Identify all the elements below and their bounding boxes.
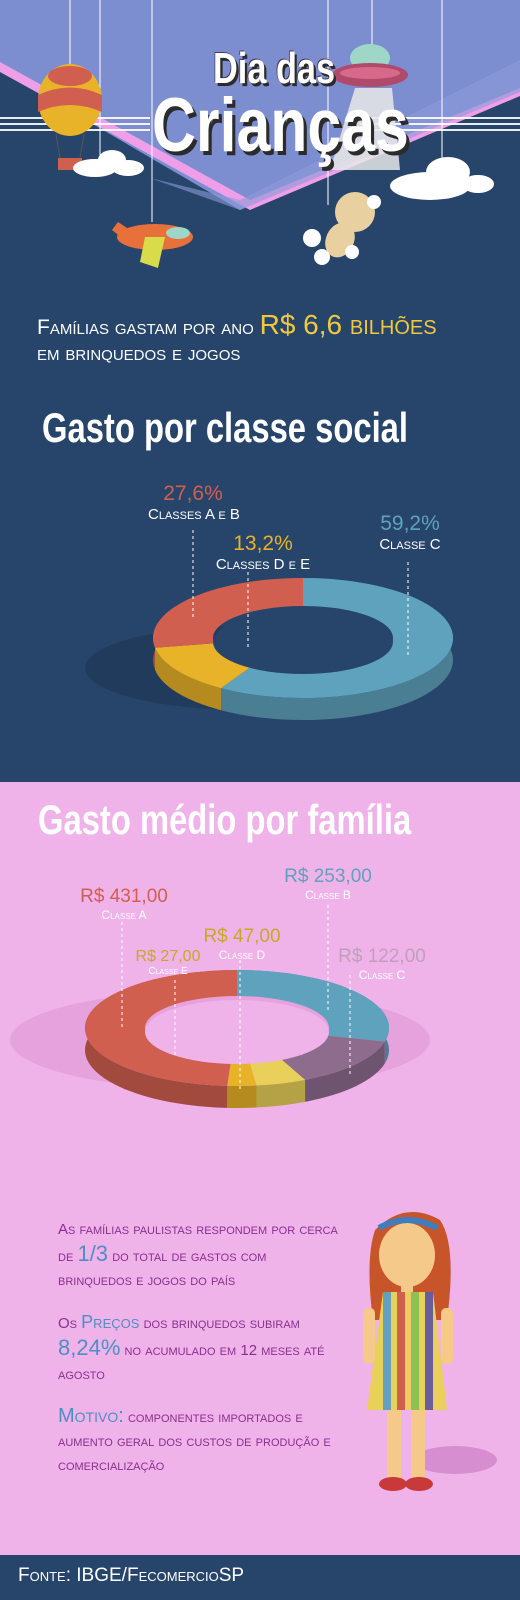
value2-classe-a: R$ 431,00 bbox=[80, 886, 168, 907]
chart1-hole bbox=[213, 610, 393, 674]
value-classes-de: 13,2% bbox=[233, 532, 293, 555]
donut-chart-per-family bbox=[10, 970, 430, 1108]
chart2-slice-3 bbox=[227, 1059, 257, 1086]
category-classe-c: Classe C bbox=[379, 536, 441, 553]
fact2-middle: dos brinquedos subiram bbox=[139, 1315, 300, 1332]
title-line-2: Crianças bbox=[152, 83, 409, 168]
chart2-side-1 bbox=[305, 1041, 385, 1102]
category2-classe-c: Classe C bbox=[358, 968, 406, 982]
donut-chart-by-class bbox=[85, 578, 453, 720]
chart1-leader-lines bbox=[192, 530, 409, 655]
fact2-after: no acumulado em 12 meses até agosto bbox=[58, 1342, 325, 1383]
category-classes-ab: Classes A e B bbox=[148, 506, 240, 523]
category-classes-de: Classes D e E bbox=[215, 556, 311, 573]
fact1-before: As famílias paulistas respondem por cerc… bbox=[58, 1221, 338, 1265]
label-classe-c: 59,2% Classe C bbox=[370, 512, 450, 553]
fact-reason: Motivo: componentes importados e aumento… bbox=[58, 1404, 343, 1478]
donut-top bbox=[152, 578, 453, 698]
fact2-before: Os bbox=[58, 1315, 82, 1332]
ufo-icon bbox=[330, 44, 408, 170]
fact1-highlight: 1/3 bbox=[77, 1241, 109, 1266]
cloud-icon-right bbox=[390, 157, 494, 200]
chart2-slice-2 bbox=[248, 1056, 306, 1086]
category2-classe-d: Classe D bbox=[218, 948, 266, 962]
teddy-bear-icon bbox=[303, 192, 381, 265]
header: Dia das Crianças bbox=[0, 0, 520, 300]
category2-classe-a: Classe A bbox=[101, 908, 147, 922]
chart2-slice-1 bbox=[278, 1035, 385, 1080]
value-classes-ab: 27,6% bbox=[163, 482, 223, 505]
source-text: Fonte: IBGE/FecomercioSP bbox=[18, 1565, 245, 1586]
fact-share: As famílias paulistas respondem por cerc… bbox=[58, 1218, 343, 1293]
section2-title: Gasto médio por família bbox=[38, 796, 412, 843]
chart2-side-2 bbox=[256, 1079, 306, 1108]
label-classes-de: 13,2% Classes D e E bbox=[208, 532, 318, 573]
chart2-leader-lines bbox=[121, 905, 351, 1090]
intro-highlight: R$ 6,6 bilhões bbox=[259, 309, 437, 340]
fact-prices: Os Preços dos brinquedos subiram 8,24% n… bbox=[58, 1310, 343, 1387]
value-classe-c: 59,2% bbox=[380, 512, 440, 535]
value2-classe-e: R$ 27,00 bbox=[135, 948, 201, 965]
category2-classe-b: Classe B bbox=[305, 888, 351, 902]
chart2-hole bbox=[145, 1000, 329, 1064]
chart1-side-0 bbox=[221, 578, 453, 720]
label2-classe-a: R$ 431,00 Classe A bbox=[78, 886, 170, 922]
chart1-slice-1 bbox=[154, 643, 254, 689]
fact2-highlight2: 8,24% bbox=[58, 1335, 121, 1360]
chart1-side-1 bbox=[154, 647, 222, 711]
cloud-icon bbox=[73, 150, 144, 177]
intro-text: Famílias gastam por ano R$ 6,6 bilhões e… bbox=[37, 309, 487, 367]
chart2-slice-4 bbox=[85, 970, 237, 1086]
fact3-after: componentes importados e aumento geral d… bbox=[58, 1409, 331, 1474]
chart2-side-3 bbox=[227, 1085, 257, 1108]
label2-classe-b: R$ 253,00 Classe B bbox=[282, 866, 374, 902]
intro-line1-text: Famílias gastam por ano bbox=[37, 316, 260, 339]
hot-air-balloon-icon bbox=[38, 64, 102, 170]
fact2-highlight: Preços bbox=[81, 1312, 140, 1332]
category2-classe-e: Classe E bbox=[148, 966, 188, 977]
header-illustration bbox=[0, 0, 520, 268]
label2-classe-e: R$ 27,00 Classe E bbox=[130, 948, 206, 977]
label2-classe-d: R$ 47,00 Classe D bbox=[196, 926, 288, 962]
fact1-after: do total de gastos com brinquedos e jogo… bbox=[58, 1248, 267, 1289]
value2-classe-c: R$ 122,00 bbox=[338, 946, 426, 967]
label2-classe-c: R$ 122,00 Classe C bbox=[336, 946, 428, 982]
footer bbox=[0, 1555, 520, 1600]
intro-line2-text: em brinquedos e jogos bbox=[37, 342, 241, 365]
chart2-slice-0 bbox=[237, 970, 389, 1042]
value2-classe-b: R$ 253,00 bbox=[284, 866, 372, 887]
girl-illustration bbox=[363, 1212, 497, 1491]
label-classes-ab: 27,6% Classes A e B bbox=[148, 482, 240, 523]
airplane-icon bbox=[112, 222, 193, 268]
chart1-slice-0 bbox=[221, 578, 453, 698]
section-avg-per-family bbox=[0, 782, 520, 1555]
donut2-top bbox=[85, 970, 389, 1086]
fact3-highlight: Motivo: bbox=[58, 1405, 124, 1427]
section1-title: Gasto por classe social bbox=[42, 404, 408, 451]
chart1-slice-2 bbox=[152, 578, 303, 648]
title-line-1: Dia das bbox=[213, 44, 336, 93]
value2-classe-d: R$ 47,00 bbox=[203, 926, 281, 947]
